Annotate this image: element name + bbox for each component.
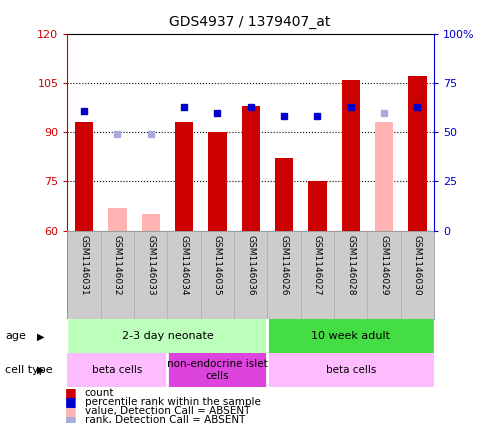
Text: GSM1146033: GSM1146033 [146,235,155,296]
Text: GSM1146026: GSM1146026 [279,235,288,296]
Bar [175,122,193,231]
Bar [242,106,260,231]
Bar [308,181,327,231]
Text: GSM1146034: GSM1146034 [180,235,189,296]
Text: count: count [85,387,114,398]
Text: ■: ■ [65,396,77,408]
Bar [108,208,127,231]
Bar [375,122,393,231]
Text: GSM1146029: GSM1146029 [380,235,389,296]
Text: GSM1146031: GSM1146031 [79,235,88,296]
Bar [167,353,267,387]
Text: ▶: ▶ [37,365,45,375]
Text: beta cells: beta cells [92,365,143,375]
Bar [342,80,360,231]
Text: rank, Detection Call = ABSENT: rank, Detection Call = ABSENT [85,415,245,423]
Text: 10 week adult: 10 week adult [311,331,390,341]
Text: GSM1146027: GSM1146027 [313,235,322,296]
Text: ■: ■ [65,386,77,399]
Bar [275,159,293,231]
Text: 2-3 day neonate: 2-3 day neonate [122,331,213,341]
Bar [267,353,434,387]
Text: GDS4937 / 1379407_at: GDS4937 / 1379407_at [169,15,330,29]
Text: beta cells: beta cells [325,365,376,375]
Text: non-endocrine islet
cells: non-endocrine islet cells [167,359,268,381]
Bar [267,319,434,353]
Bar [142,214,160,231]
Text: GSM1146028: GSM1146028 [346,235,355,296]
Bar [408,77,427,231]
Text: ■: ■ [65,405,77,418]
Bar [208,132,227,231]
Text: GSM1146036: GSM1146036 [246,235,255,296]
Text: GSM1146032: GSM1146032 [113,235,122,296]
Text: GSM1146035: GSM1146035 [213,235,222,296]
Text: percentile rank within the sample: percentile rank within the sample [85,397,260,407]
Text: ■: ■ [65,414,77,423]
Text: GSM1146030: GSM1146030 [413,235,422,296]
Bar [67,319,267,353]
Text: cell type: cell type [5,365,52,375]
Bar [67,353,167,387]
Text: value, Detection Call = ABSENT: value, Detection Call = ABSENT [85,406,250,416]
Text: age: age [5,331,26,341]
Bar [75,122,93,231]
Text: ▶: ▶ [37,331,45,341]
